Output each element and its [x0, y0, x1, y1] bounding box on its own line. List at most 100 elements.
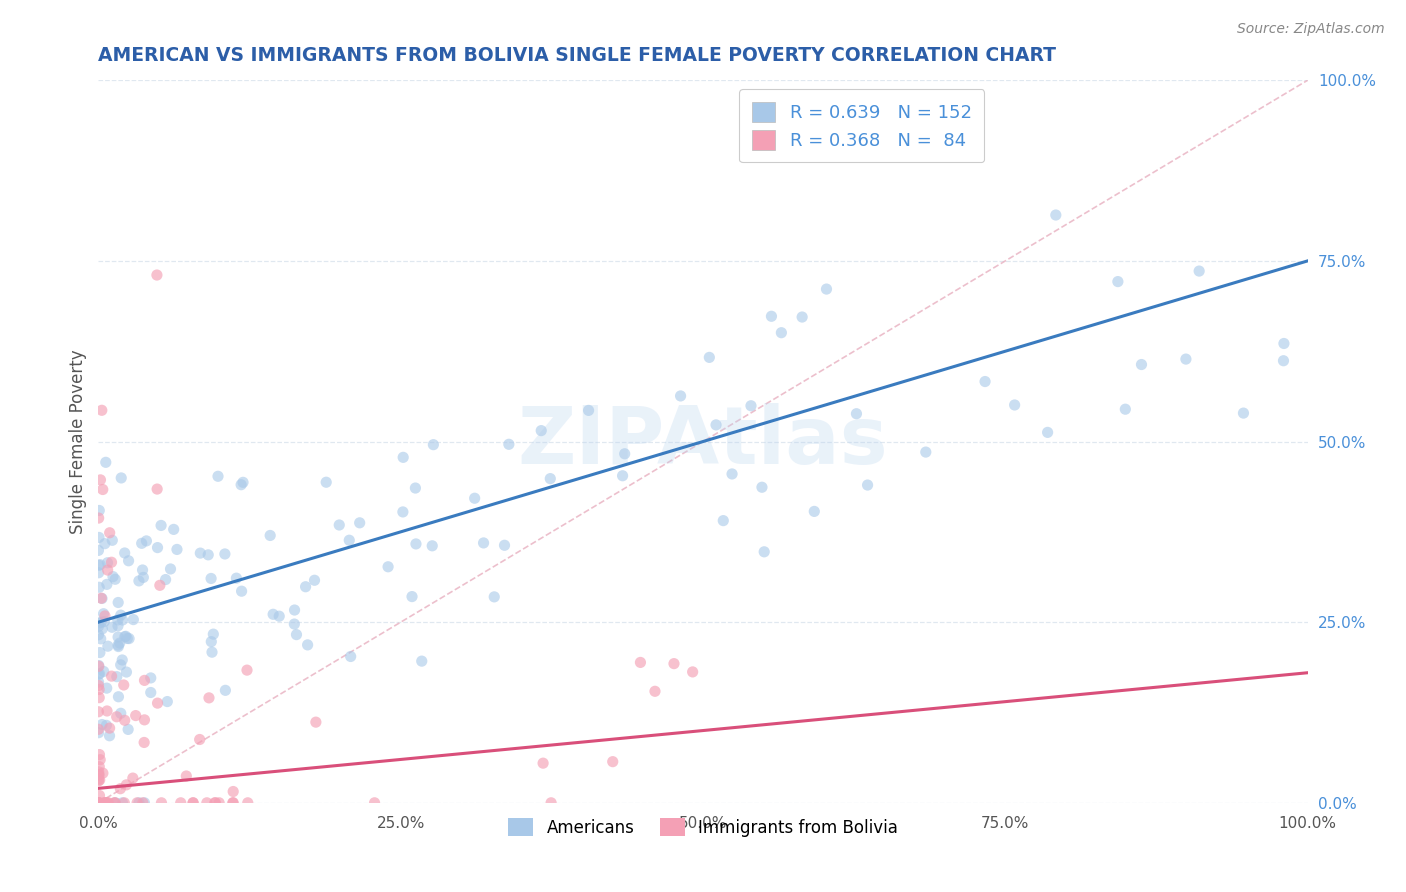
Point	[93, 607, 115, 621]
Point	[269, 609, 291, 624]
Point	[202, 627, 225, 641]
Point	[103, 796, 125, 810]
Point	[974, 375, 997, 389]
Point	[104, 796, 127, 810]
Point	[101, 620, 124, 634]
Point	[1272, 336, 1295, 351]
Point	[87, 773, 110, 788]
Point	[176, 769, 198, 783]
Point	[107, 613, 129, 627]
Point	[107, 595, 129, 609]
Point	[222, 796, 245, 810]
Point	[150, 796, 173, 810]
Point	[721, 467, 744, 481]
Point	[1114, 402, 1136, 417]
Point	[90, 591, 112, 606]
Point	[1045, 208, 1067, 222]
Point	[97, 796, 120, 810]
Point	[98, 525, 121, 540]
Point	[188, 546, 211, 560]
Point	[803, 504, 825, 518]
Point	[115, 665, 138, 679]
Point	[283, 617, 305, 632]
Point	[114, 713, 136, 727]
Point	[363, 796, 385, 810]
Point	[531, 756, 554, 771]
Point	[89, 753, 111, 767]
Point	[87, 796, 110, 810]
Point	[96, 718, 118, 732]
Point	[98, 729, 121, 743]
Point	[392, 505, 415, 519]
Point	[669, 389, 692, 403]
Point	[96, 704, 118, 718]
Point	[87, 658, 110, 673]
Point	[149, 578, 172, 592]
Point	[87, 796, 110, 810]
Point	[612, 468, 634, 483]
Point	[231, 584, 253, 599]
Point	[89, 690, 111, 705]
Point	[222, 784, 245, 798]
Point	[283, 603, 305, 617]
Point	[139, 685, 162, 699]
Point	[337, 533, 360, 548]
Point	[101, 569, 124, 583]
Point	[222, 796, 245, 810]
Point	[420, 539, 443, 553]
Point	[856, 478, 879, 492]
Point	[155, 573, 177, 587]
Y-axis label: Single Female Poverty: Single Female Poverty	[69, 350, 87, 533]
Point	[94, 796, 117, 810]
Point	[90, 403, 112, 417]
Point	[96, 556, 118, 570]
Point	[770, 326, 793, 340]
Point	[91, 622, 114, 636]
Point	[305, 715, 328, 730]
Text: AMERICAN VS IMMIGRANTS FROM BOLIVIA SINGLE FEMALE POVERTY CORRELATION CHART: AMERICAN VS IMMIGRANTS FROM BOLIVIA SING…	[98, 45, 1056, 65]
Point	[197, 548, 219, 562]
Point	[87, 619, 110, 633]
Point	[285, 627, 308, 641]
Point	[464, 491, 486, 506]
Point	[89, 646, 111, 660]
Point	[704, 417, 727, 432]
Point	[150, 518, 173, 533]
Point	[315, 475, 337, 490]
Point	[89, 747, 111, 762]
Point	[262, 607, 284, 622]
Point	[117, 632, 139, 646]
Point	[96, 681, 118, 695]
Point	[96, 577, 118, 591]
Point	[195, 796, 218, 810]
Point	[405, 537, 427, 551]
Point	[97, 563, 120, 577]
Point	[259, 528, 281, 542]
Point	[578, 403, 600, 417]
Point	[94, 455, 117, 469]
Point	[339, 649, 361, 664]
Point	[1174, 352, 1197, 367]
Point	[613, 447, 636, 461]
Point	[89, 666, 111, 681]
Point	[1004, 398, 1026, 412]
Point	[87, 511, 110, 525]
Point	[472, 536, 495, 550]
Point	[121, 771, 143, 785]
Point	[200, 572, 222, 586]
Point	[107, 690, 129, 704]
Point	[304, 574, 326, 588]
Point	[127, 796, 149, 810]
Point	[198, 690, 221, 705]
Point	[87, 767, 110, 781]
Point	[96, 796, 118, 810]
Point	[89, 789, 111, 803]
Point	[87, 659, 110, 673]
Point	[644, 684, 666, 698]
Point	[297, 638, 319, 652]
Point	[1107, 275, 1129, 289]
Point	[90, 632, 112, 646]
Point	[107, 638, 129, 652]
Point	[170, 796, 193, 810]
Point	[87, 725, 110, 739]
